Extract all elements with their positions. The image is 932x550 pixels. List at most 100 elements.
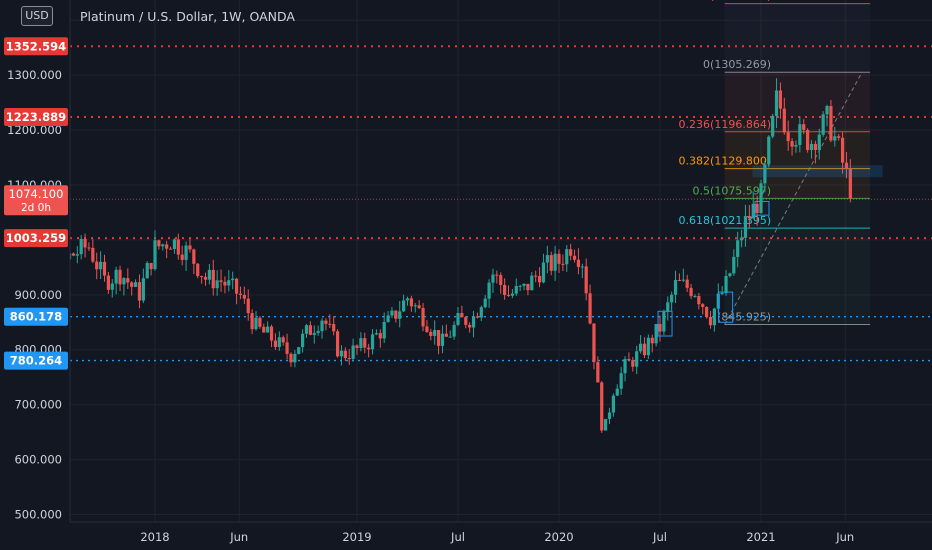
time-tick-label: 2020 (544, 530, 573, 544)
candle-body (444, 333, 448, 337)
candle-body (316, 331, 320, 333)
resistance-price-tag (4, 229, 68, 248)
candle-body (242, 294, 246, 299)
candle-body (99, 261, 103, 270)
candle-body (654, 324, 658, 344)
candle-body (584, 266, 588, 294)
candle-body (440, 333, 445, 346)
candle-body (798, 124, 802, 145)
candle-body (289, 353, 293, 363)
candle-body (398, 311, 402, 319)
candle-body (650, 337, 654, 344)
candle-body (223, 281, 227, 286)
candle-body (666, 302, 670, 312)
candle-body (301, 333, 305, 348)
candle-body (701, 304, 705, 308)
candle-body (157, 240, 161, 247)
candle-body (646, 337, 650, 356)
candle-body (763, 164, 767, 184)
candle-body (677, 279, 682, 281)
candle-body (75, 254, 79, 256)
candle-body (572, 255, 577, 260)
candle-body (491, 274, 495, 283)
candle-body (759, 183, 763, 213)
candle-body (611, 395, 615, 413)
candle-body (712, 308, 716, 326)
candle-body (250, 313, 254, 330)
candle-body (355, 345, 359, 349)
price-tick-label: 700.000 (14, 398, 62, 412)
candle-body (351, 345, 355, 359)
candle-body (137, 282, 142, 301)
candle-body (95, 261, 99, 270)
candle-body (359, 338, 363, 349)
candle-body (335, 331, 340, 357)
consolidation-box (754, 200, 770, 216)
candle-body (460, 313, 464, 318)
candle-body (510, 293, 514, 296)
candle-body (269, 326, 274, 341)
candle-body (324, 320, 328, 324)
candle-body (133, 282, 138, 287)
candle-body (339, 350, 344, 357)
candle-body (433, 330, 437, 336)
last-price-countdown: 2d 0h (21, 202, 51, 214)
resistance-price-tag (4, 37, 68, 56)
candle-body (670, 294, 674, 303)
fib-level-label: -0.272(1430.210) (675, 0, 772, 3)
candle-body (277, 337, 281, 347)
resistance-zone-box (752, 165, 883, 178)
candle-body (246, 298, 250, 314)
candle-body (145, 263, 149, 279)
candle-body (541, 262, 546, 283)
candle-body (402, 300, 406, 312)
candle-body (821, 114, 825, 135)
candle-body (161, 244, 165, 247)
candle-body (631, 360, 635, 367)
consolidation-box (657, 310, 673, 337)
time-axis (0, 522, 932, 550)
candle-body (813, 143, 817, 151)
candle-body (227, 280, 231, 286)
candle-body (110, 283, 114, 290)
candle-body (176, 239, 180, 255)
candle-body (370, 334, 375, 350)
candle-body (429, 331, 433, 336)
candle-body (71, 253, 76, 256)
time-tick-label: Jul (450, 530, 465, 544)
candle-body (332, 324, 336, 332)
candle-body (211, 269, 215, 289)
candle-body (382, 321, 386, 339)
price-tick-label: 1300.000 (7, 68, 62, 82)
candle-body (172, 239, 177, 249)
candle-body (732, 256, 736, 274)
candle-body (848, 168, 852, 199)
candle-body (192, 249, 196, 264)
candle-body (607, 412, 612, 420)
candle-body (790, 141, 794, 147)
candle-body (122, 278, 126, 285)
price-tag-label: 1352.594 (6, 39, 66, 53)
candle-body (273, 340, 278, 347)
candle-body (767, 136, 771, 165)
candle-body (817, 134, 821, 151)
candle-body (231, 278, 235, 281)
candle-body (320, 320, 324, 332)
candle-body (755, 203, 759, 213)
time-tick-label: 2021 (746, 530, 775, 544)
candle-body (503, 285, 507, 295)
candle-body (774, 90, 779, 116)
candle-body (837, 136, 841, 138)
fib-level-label: 0.382(1129.800) (679, 155, 772, 168)
time-tick-label: 2019 (342, 530, 371, 544)
candle-body (596, 362, 600, 383)
candle-body (141, 278, 145, 301)
candle-body (825, 106, 829, 115)
currency-button[interactable]: USD (21, 6, 53, 26)
candle-body (569, 249, 573, 256)
candle-body (545, 255, 549, 263)
candle-body (343, 350, 347, 358)
candle-body (234, 278, 239, 294)
